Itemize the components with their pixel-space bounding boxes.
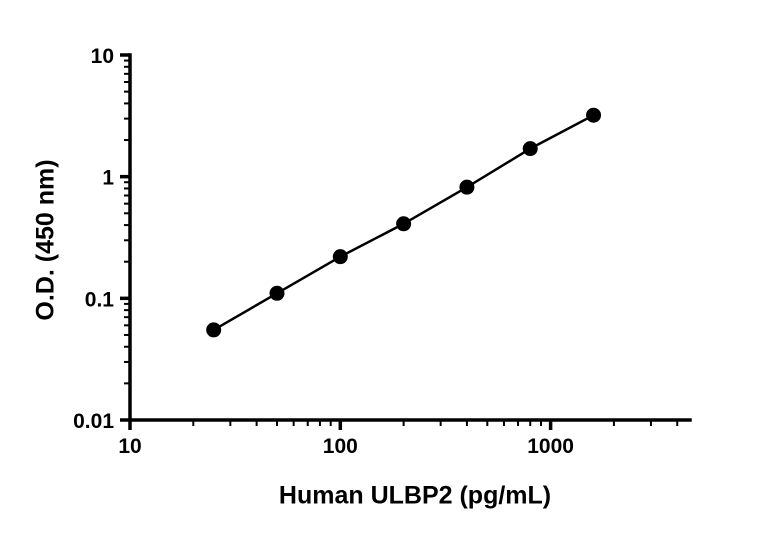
y-tick-label: 1 — [102, 167, 114, 190]
data-point — [206, 322, 222, 338]
x-tick-label: 100 — [323, 435, 358, 458]
data-point — [396, 216, 412, 232]
data-point — [269, 285, 285, 301]
y-tick-label: 0.1 — [85, 288, 115, 311]
x-tick-label: 1000 — [527, 435, 574, 458]
x-tick-label: 10 — [118, 435, 141, 458]
axes-spines — [128, 53, 692, 422]
y-tick-label: 10 — [91, 45, 114, 68]
data-point — [522, 141, 538, 157]
data-point — [332, 249, 348, 265]
x-axis-title: Human ULBP2 (pg/mL) — [278, 481, 552, 510]
y-tick-label: 0.01 — [73, 410, 114, 433]
data-point — [586, 107, 602, 123]
data-point — [459, 179, 475, 195]
y-axis-title: O.D. (450 nm) — [31, 159, 60, 321]
